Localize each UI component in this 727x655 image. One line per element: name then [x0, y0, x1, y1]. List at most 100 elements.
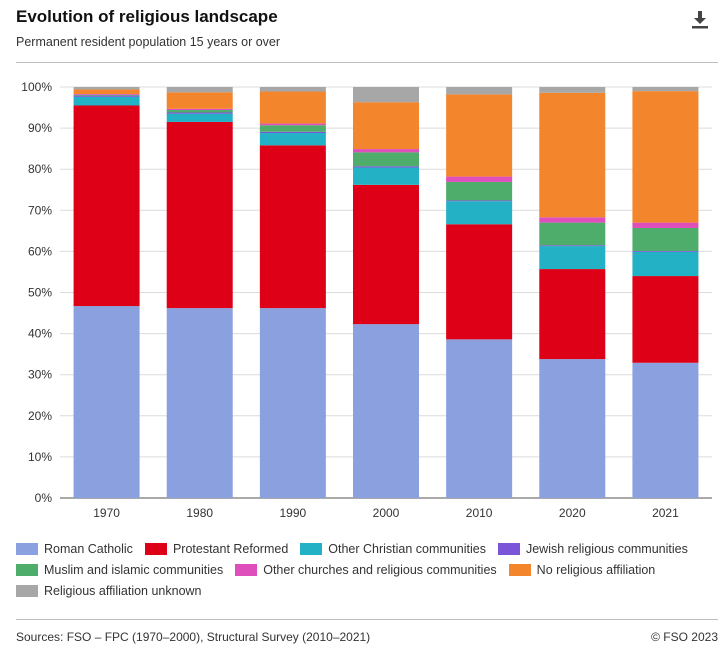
legend-item-roman-catholic[interactable]: Roman Catholic [16, 541, 133, 557]
bar-segment-protestant-reformed-1970[interactable] [73, 105, 140, 307]
bar-2021 [632, 87, 699, 498]
legend-label: Other Christian communities [328, 542, 486, 556]
legend-label: No religious affiliation [536, 563, 656, 577]
bar-2010 [446, 87, 513, 498]
bar-segment-no-religious-affiliation-2010[interactable] [446, 94, 513, 177]
y-tick-label: 30% [28, 368, 52, 382]
bar-segment-religious-affiliation-unknown-1980[interactable] [166, 87, 233, 93]
bar-segment-jewish-religious-communities-2020[interactable] [539, 245, 606, 247]
bar-segment-other-churches-and-religious-communities-2010[interactable] [446, 176, 513, 182]
y-tick-label: 60% [28, 244, 52, 258]
bar-segment-roman-catholic-2000[interactable] [353, 324, 419, 498]
x-tick-label: 1980 [186, 506, 213, 520]
legend-item-other-christian-communities[interactable]: Other Christian communities [300, 541, 486, 557]
bar-segment-protestant-reformed-1990[interactable] [259, 145, 326, 309]
bar-segment-other-christian-communities-1990[interactable] [259, 133, 326, 146]
bar-segment-roman-catholic-2020[interactable] [539, 359, 606, 498]
bar-segment-no-religious-affiliation-2021[interactable] [632, 91, 699, 223]
bar-1980 [166, 87, 233, 498]
x-tick-label: 1970 [93, 506, 120, 520]
bar-segment-other-churches-and-religious-communities-2020[interactable] [539, 217, 606, 223]
bar-segment-other-christian-communities-2000[interactable] [353, 167, 419, 185]
bar-segment-no-religious-affiliation-1990[interactable] [259, 91, 326, 124]
y-tick-label: 0% [35, 491, 53, 505]
bar-segment-other-churches-and-religious-communities-2021[interactable] [632, 222, 699, 228]
bar-segment-muslim-and-islamic-communities-1990[interactable] [259, 125, 326, 132]
bar-segment-jewish-religious-communities-2000[interactable] [353, 166, 419, 168]
bar-segment-roman-catholic-2010[interactable] [446, 339, 513, 498]
bar-segment-no-religious-affiliation-1970[interactable] [73, 89, 140, 94]
y-tick-label: 100% [21, 80, 52, 94]
bar-segment-religious-affiliation-unknown-1990[interactable] [259, 87, 326, 92]
download-icon[interactable] [689, 8, 711, 30]
legend-swatch [16, 585, 38, 597]
footer-divider [16, 619, 718, 620]
chart-legend: Roman Catholic Protestant Reformed Other C… [16, 541, 716, 599]
bar-segment-roman-catholic-1980[interactable] [166, 308, 233, 498]
stacked-bar-chart: 0% 10% 20% 30% 40% 50% 60% 70% 80% 90% 100% 1970 198… [21, 80, 712, 520]
bar-segment-muslim-and-islamic-communities-2010[interactable] [446, 181, 513, 201]
legend-item-protestant-reformed[interactable]: Protestant Reformed [144, 541, 289, 557]
bar-segment-other-christian-communities-2021[interactable] [632, 251, 699, 277]
bar-segment-no-religious-affiliation-2020[interactable] [539, 92, 606, 218]
bar-segment-roman-catholic-2021[interactable] [632, 362, 699, 498]
legend-item-no-religious-affiliation[interactable]: No religious affiliation [508, 562, 656, 578]
bar-segment-muslim-and-islamic-communities-1980[interactable] [166, 110, 233, 113]
legend-swatch [144, 543, 167, 555]
legend-label: Religious affiliation unknown [44, 584, 202, 598]
x-tick-label: 2021 [652, 506, 679, 520]
legend-swatch [508, 564, 531, 576]
legend-label: Protestant Reformed [172, 542, 289, 556]
bar-segment-other-christian-communities-2020[interactable] [539, 246, 606, 270]
chart-subtitle: Permanent resident population 15 years o… [16, 35, 281, 49]
bar-segment-muslim-and-islamic-communities-2021[interactable] [632, 227, 699, 251]
bar-segment-muslim-and-islamic-communities-1970[interactable] [73, 94, 140, 96]
bar-segment-other-churches-and-religious-communities-1990[interactable] [259, 123, 326, 126]
bar-segment-jewish-religious-communities-2021[interactable] [632, 250, 699, 252]
bar-segment-jewish-religious-communities-1970[interactable] [73, 95, 140, 97]
bar-segment-other-churches-and-religious-communities-1980[interactable] [166, 108, 233, 111]
legend-swatch [300, 543, 323, 555]
legend-label: Jewish religious communities [525, 542, 688, 556]
bar-segment-other-christian-communities-1970[interactable] [73, 96, 140, 106]
legend-label: Muslim and islamic communities [44, 563, 224, 577]
bar-segment-protestant-reformed-1980[interactable] [166, 121, 233, 309]
legend-swatch [497, 543, 520, 555]
bar-segment-jewish-religious-communities-1990[interactable] [259, 131, 326, 134]
legend-item-religious-affiliation-unknown[interactable]: Religious affiliation unknown [16, 583, 202, 599]
bar-segment-other-christian-communities-2010[interactable] [446, 201, 513, 225]
bar-segment-muslim-and-islamic-communities-2020[interactable] [539, 222, 606, 246]
x-tick-label: 2000 [373, 506, 400, 520]
legend-label: Roman Catholic [44, 542, 133, 556]
bar-segment-other-churches-and-religious-communities-1970[interactable] [73, 93, 140, 95]
y-tick-label: 20% [28, 409, 52, 423]
x-tick-label: 1990 [280, 506, 307, 520]
legend-item-other-churches-and-religious-communities[interactable]: Other churches and religious communities [235, 562, 497, 578]
bar-segment-other-christian-communities-1980[interactable] [166, 113, 233, 122]
bar-segment-other-churches-and-religious-communities-2000[interactable] [353, 149, 419, 153]
chart-title: Evolution of religious landscape [16, 7, 278, 26]
bar-segment-no-religious-affiliation-1980[interactable] [166, 92, 233, 109]
legend-item-jewish-religious-communities[interactable]: Jewish religious communities [497, 541, 688, 557]
sources-note: Sources: FSO – FPC (1970–2000), Structur… [16, 630, 371, 644]
bar-segment-religious-affiliation-unknown-2000[interactable] [353, 87, 419, 103]
x-tick-label: 2010 [466, 506, 493, 520]
bar-2000 [353, 87, 419, 498]
bar-segment-jewish-religious-communities-1980[interactable] [166, 112, 233, 114]
y-tick-label: 90% [28, 121, 52, 135]
bar-segment-roman-catholic-1990[interactable] [259, 308, 326, 498]
bar-segment-no-religious-affiliation-2000[interactable] [353, 102, 419, 150]
bar-segment-religious-affiliation-unknown-1970[interactable] [73, 87, 140, 90]
bar-segment-protestant-reformed-2010[interactable] [446, 224, 513, 340]
bar-segment-muslim-and-islamic-communities-2000[interactable] [353, 152, 419, 167]
legend-label: Other churches and religious communities [263, 563, 497, 577]
bar-segment-religious-affiliation-unknown-2020[interactable] [539, 87, 606, 93]
bar-segment-protestant-reformed-2020[interactable] [539, 269, 606, 360]
bar-segment-religious-affiliation-unknown-2021[interactable] [632, 87, 699, 92]
bar-segment-jewish-religious-communities-2010[interactable] [446, 200, 513, 202]
legend-item-muslim-and-islamic-communities[interactable]: Muslim and islamic communities [16, 562, 223, 578]
bar-segment-roman-catholic-1970[interactable] [73, 306, 140, 498]
bar-segment-protestant-reformed-2021[interactable] [632, 276, 699, 363]
bar-segment-religious-affiliation-unknown-2010[interactable] [446, 87, 513, 95]
bar-segment-protestant-reformed-2000[interactable] [353, 184, 419, 325]
